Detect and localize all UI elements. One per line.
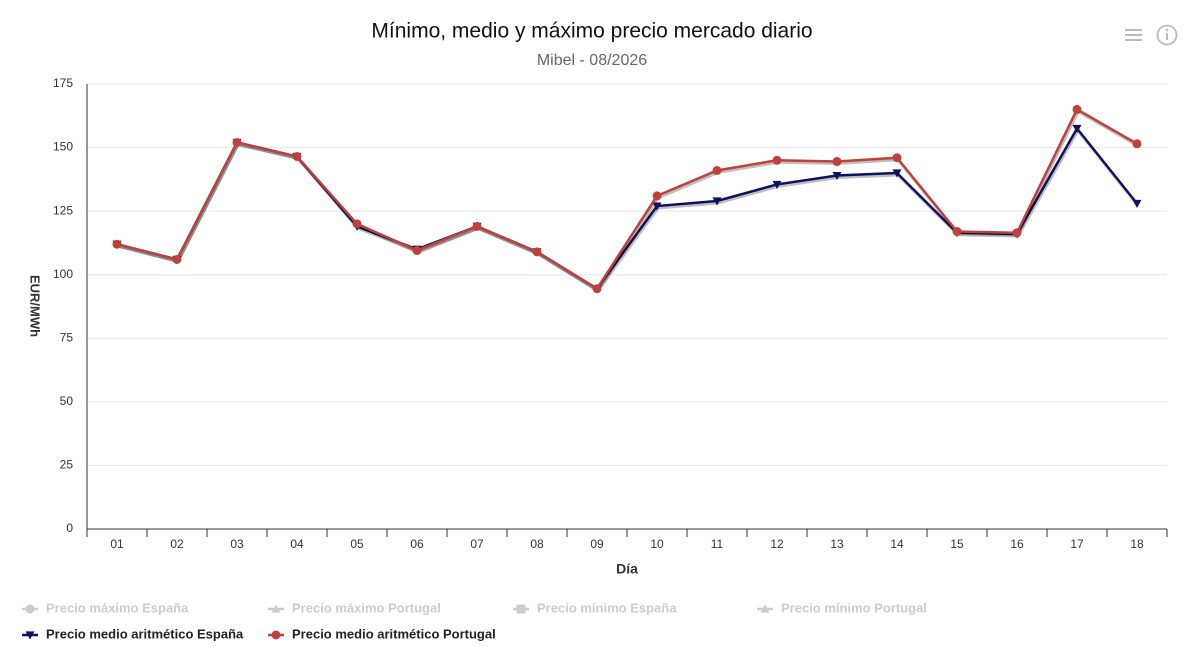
point: [652, 202, 662, 211]
point: [772, 180, 782, 189]
point: [1132, 139, 1142, 149]
x-tick-label: 07: [470, 537, 484, 551]
legend-label[interactable]: Precio medio aritmético España: [46, 626, 244, 641]
legend-symbol: [271, 604, 281, 613]
x-tick-label: 13: [830, 537, 844, 551]
point: [1072, 124, 1082, 133]
point: [112, 239, 122, 249]
x-tick-label: 04: [290, 537, 304, 551]
point: [952, 226, 962, 236]
point: [1072, 104, 1082, 114]
point: [712, 197, 722, 206]
series-shadow: [117, 127, 1140, 293]
x-tick-label: 16: [1010, 537, 1024, 551]
point: [712, 165, 722, 175]
x-tick-label: 08: [530, 537, 544, 551]
point: [1012, 228, 1022, 238]
legend-label[interactable]: Precio mínimo España: [537, 600, 677, 615]
x-tick-label: 02: [170, 537, 184, 551]
legend-symbol: [760, 604, 770, 613]
x-axis-label: Día: [616, 561, 638, 577]
x-tick-label: 09: [590, 537, 604, 551]
x-tick-label: 06: [410, 537, 424, 551]
series-shadow: [117, 109, 1139, 293]
y-tick-label: 150: [53, 140, 73, 154]
point: [352, 219, 362, 229]
info-icon[interactable]: [1156, 24, 1178, 46]
point: [532, 247, 542, 257]
y-tick-label: 175: [53, 76, 73, 90]
legend-label[interactable]: Precio máximo Portugal: [292, 600, 441, 615]
x-tick-label: 11: [711, 537, 724, 551]
x-tick-label: 03: [230, 537, 244, 551]
x-tick-label: 01: [110, 537, 124, 551]
legend-symbol: [25, 604, 35, 614]
x-tick-label: 10: [650, 537, 664, 551]
point: [172, 254, 182, 264]
y-axis-label: EUR/MWh: [28, 275, 43, 337]
x-tick-label: 14: [890, 537, 904, 551]
x-tick-label: 18: [1130, 537, 1144, 551]
legend-label[interactable]: Precio medio aritmético Portugal: [292, 626, 496, 641]
y-tick-label: 100: [53, 267, 73, 281]
point: [892, 153, 902, 163]
point: [412, 246, 422, 256]
point: [652, 191, 662, 201]
y-tick-label: 25: [60, 458, 74, 472]
y-tick-label: 75: [60, 330, 74, 344]
x-tick-label: 17: [1070, 537, 1084, 551]
legend-symbol: [516, 604, 526, 614]
x-tick-label: 12: [770, 537, 784, 551]
point: [832, 157, 842, 167]
y-tick-label: 0: [66, 521, 73, 535]
legend-label[interactable]: Precio mínimo Portugal: [781, 600, 927, 615]
point: [232, 137, 242, 147]
point: [832, 171, 842, 181]
chart-title: Mínimo, medio y máximo precio mercado di…: [371, 20, 812, 43]
legend-symbol: [25, 631, 35, 640]
point: [1132, 199, 1142, 209]
menu-icon[interactable]: [1125, 29, 1142, 41]
legend-symbol: [271, 630, 281, 640]
point: [472, 221, 482, 231]
x-tick-label: 05: [350, 537, 364, 551]
point: [292, 151, 302, 161]
point: [772, 155, 782, 165]
chart-subtitle: Mibel - 08/2026: [537, 52, 647, 69]
y-tick-label: 50: [60, 394, 74, 408]
y-tick-label: 125: [53, 203, 73, 217]
legend-label[interactable]: Precio máximo España: [46, 600, 189, 615]
series-line: [116, 107, 1138, 291]
point: [592, 284, 602, 294]
x-tick-label: 15: [950, 537, 964, 551]
point: [892, 169, 902, 178]
